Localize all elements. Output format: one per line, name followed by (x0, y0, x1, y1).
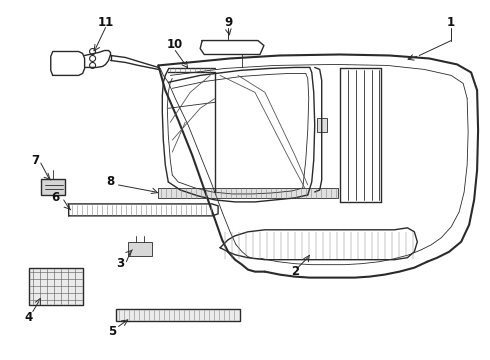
Bar (128, 242, 152, 256)
Text: 11: 11 (98, 16, 114, 29)
Text: 7: 7 (32, 154, 40, 167)
Bar (158, 188, 338, 198)
Bar (29, 268, 83, 305)
Bar (317, 118, 327, 132)
Text: 5: 5 (108, 325, 117, 338)
Text: 9: 9 (224, 16, 232, 29)
Text: 4: 4 (24, 311, 33, 324)
Text: 2: 2 (291, 265, 299, 278)
Text: 10: 10 (167, 38, 183, 51)
Text: 3: 3 (117, 257, 124, 270)
Text: 8: 8 (106, 175, 115, 189)
Bar (41, 179, 65, 195)
Text: 1: 1 (447, 16, 455, 29)
Text: 6: 6 (51, 192, 60, 204)
Bar (116, 310, 240, 321)
